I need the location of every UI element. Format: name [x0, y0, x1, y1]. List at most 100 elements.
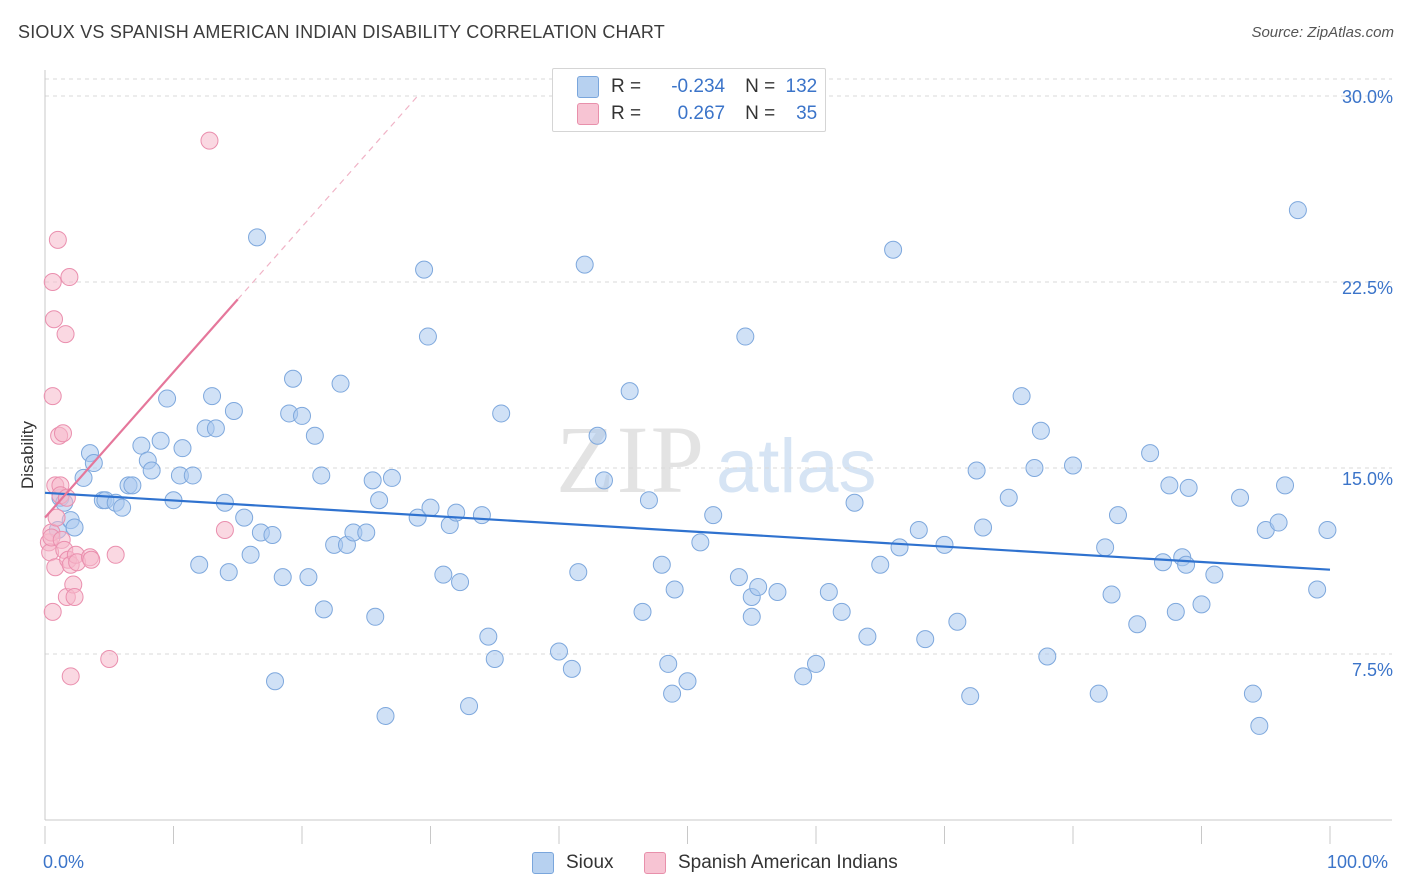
sioux-point — [974, 518, 993, 537]
sioux-point — [357, 523, 376, 542]
source-label: Source: ZipAtlas.com — [1251, 24, 1394, 41]
sioux-point — [858, 627, 877, 646]
sioux-point — [749, 578, 768, 597]
sioux-point — [588, 426, 607, 445]
sioux-point — [691, 533, 710, 552]
sioux-point — [492, 404, 511, 423]
sioux-point — [151, 431, 170, 450]
sioux-point — [190, 555, 209, 574]
r-label: R = — [611, 76, 642, 97]
sioux-point — [639, 491, 658, 510]
sioux-point — [1102, 585, 1121, 604]
legend-row-spanish: R = 0.267 N = 35 — [577, 101, 817, 127]
sioux-point — [1179, 478, 1198, 497]
sioux-point — [1038, 647, 1057, 666]
sioux-point — [742, 607, 761, 626]
sioux-point — [678, 672, 697, 691]
sioux-point — [1141, 444, 1160, 463]
legend-row-sioux: R = -0.234 N = 132 — [577, 74, 817, 100]
spanish-point — [43, 273, 62, 291]
spanish-point — [100, 649, 119, 668]
sioux-point — [421, 498, 440, 517]
watermark-atlas: atlas — [716, 424, 877, 509]
sioux-point — [1096, 538, 1115, 557]
sioux-point — [819, 583, 838, 601]
sioux-point — [293, 406, 311, 425]
sioux-point — [408, 508, 427, 527]
correlation-legend: R = -0.234 N = 132 R = 0.267 N = 35 — [552, 68, 826, 132]
series-legend: Sioux Spanish American Indians — [0, 852, 1406, 878]
sioux-point — [935, 535, 954, 554]
sioux-swatch — [532, 852, 554, 874]
spanish-point — [53, 424, 72, 443]
sioux-point — [219, 563, 238, 582]
spanish-trend-line — [44, 298, 239, 519]
y-tick-label: 7.5% — [1351, 660, 1393, 680]
x-tick-label-min: 0.0% — [43, 852, 85, 872]
spanish-point — [43, 387, 62, 406]
sioux-point — [967, 461, 986, 480]
sioux-point — [832, 602, 851, 621]
sioux-point — [305, 426, 324, 445]
sioux-swatch — [577, 76, 599, 98]
spanish-point — [65, 587, 84, 606]
sioux-point — [948, 612, 967, 631]
sioux-point — [1243, 684, 1262, 703]
sioux-point — [1318, 521, 1337, 539]
sioux-point — [1250, 716, 1269, 735]
sioux-point — [472, 506, 491, 525]
sioux-point — [142, 461, 161, 480]
sioux-point — [1205, 565, 1224, 584]
watermark-zip: ZIP — [556, 406, 706, 513]
sioux-point — [663, 684, 682, 703]
n-label: N = — [745, 103, 776, 124]
sioux-point — [659, 654, 678, 673]
sioux-point — [890, 538, 909, 557]
n-value: 132 — [785, 76, 818, 97]
sioux-point — [158, 389, 177, 408]
spanish-point — [215, 521, 234, 539]
sioux-point — [1128, 615, 1147, 634]
sioux-point — [1160, 476, 1179, 495]
sioux-point — [266, 672, 285, 691]
sioux-point — [132, 436, 151, 455]
sioux-point — [1012, 387, 1031, 406]
sioux-point — [65, 518, 84, 537]
sioux-point — [183, 466, 202, 485]
sioux-point — [312, 466, 331, 485]
legend-label: Spanish American Indians — [678, 852, 898, 873]
sioux-trend-line — [44, 491, 1331, 571]
sioux-point — [485, 649, 504, 668]
y-axis-label: Disability — [18, 420, 37, 490]
legend-item-spanish: Spanish American Indians — [644, 852, 898, 874]
sioux-point — [704, 506, 723, 525]
sioux-point — [620, 382, 639, 401]
sioux-point — [1025, 459, 1044, 477]
x-tick-label-max: 100.0% — [1327, 852, 1389, 872]
sioux-point — [652, 555, 671, 574]
sioux-point — [999, 488, 1018, 507]
spanish-point — [82, 550, 101, 569]
sioux-point — [382, 468, 401, 487]
n-label: N = — [745, 76, 776, 97]
sioux-point — [845, 493, 864, 512]
sioux-point — [1089, 684, 1108, 703]
sioux-point — [1308, 580, 1327, 599]
spanish-point — [106, 545, 125, 564]
sioux-point — [74, 468, 93, 487]
spanish-trend-extension — [237, 95, 419, 300]
sioux-point — [961, 687, 980, 706]
sioux-point — [376, 707, 395, 725]
spanish-point — [60, 268, 79, 287]
sioux-point — [224, 401, 243, 420]
sioux-point — [550, 642, 568, 661]
y-tick-label: 22.5% — [1341, 278, 1393, 298]
sioux-point — [263, 525, 282, 544]
legend-label: Sioux — [566, 852, 614, 873]
sioux-point — [569, 563, 588, 582]
sioux-point — [248, 228, 267, 247]
sioux-point — [363, 471, 382, 490]
sioux-point — [1031, 421, 1050, 440]
sioux-point — [884, 240, 903, 259]
